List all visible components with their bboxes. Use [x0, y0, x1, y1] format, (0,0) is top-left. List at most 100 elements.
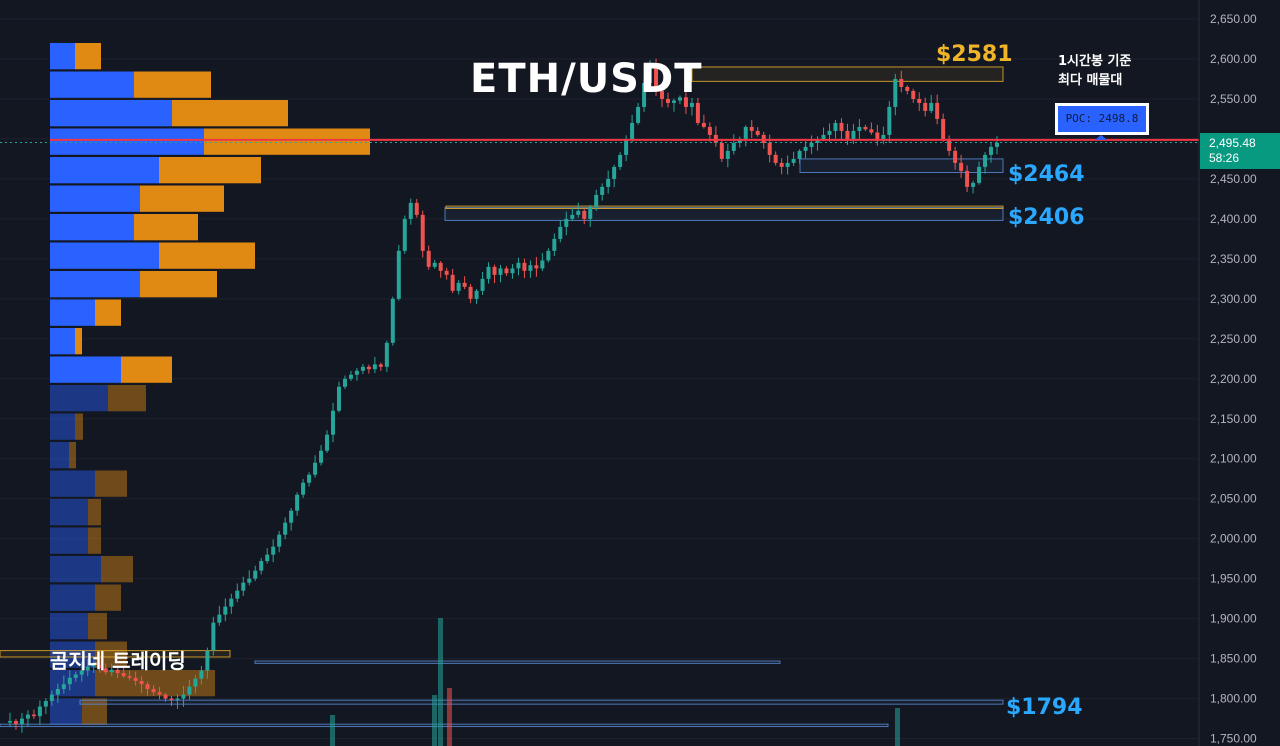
candle-body: [307, 474, 312, 483]
vp-sell-bar: [204, 128, 370, 155]
candle-body: [13, 720, 18, 725]
vp-buy-bar: [50, 128, 204, 155]
candle-body: [456, 282, 461, 291]
vp-buy-bar: [50, 698, 82, 725]
y-tick-label: 2,550.00: [1210, 92, 1257, 106]
candle-body: [755, 130, 760, 135]
candle-body: [947, 138, 952, 151]
vp-buy-bar: [50, 556, 101, 583]
candle-body: [905, 86, 910, 91]
zone-low-2: [0, 723, 889, 728]
candle-body: [49, 694, 54, 701]
candle-body: [528, 265, 533, 271]
note-line-1: 1시간봉 기준: [1058, 54, 1132, 69]
candle-body: [923, 102, 928, 111]
candle-body: [301, 482, 306, 495]
candle-body: [193, 678, 198, 687]
vp-sell-bar: [140, 271, 217, 298]
candle-body: [701, 122, 706, 127]
candle-body: [953, 150, 958, 163]
vp-sell-bar: [101, 556, 133, 583]
candle-body: [618, 154, 623, 167]
volume-bars: [330, 618, 900, 746]
candle-body: [576, 210, 581, 215]
y-tick-label: 2,350.00: [1210, 252, 1257, 266]
zone-support-1: [799, 158, 1004, 174]
candle-body: [941, 118, 946, 139]
candle-body: [348, 374, 353, 379]
grid-lines: [0, 18, 1198, 740]
vp-buy-bar: [50, 157, 159, 184]
candle-body: [707, 126, 712, 135]
candle-body: [259, 561, 264, 571]
candle-body: [510, 268, 515, 274]
candle-body: [241, 582, 246, 591]
vp-sell-bar: [88, 499, 101, 526]
vp-sell-bar: [134, 71, 211, 98]
candle-body: [336, 386, 341, 411]
candle-body: [857, 126, 862, 131]
candle-body: [115, 669, 120, 673]
candle-body: [384, 342, 389, 367]
zone-support-3: [79, 699, 1004, 705]
candle-body: [7, 720, 12, 723]
candle-body: [390, 298, 395, 343]
volume-bar: [447, 688, 452, 746]
vp-sell-bar: [159, 242, 255, 269]
candle-body: [534, 265, 539, 269]
vp-sell-bar: [88, 613, 107, 640]
candle-body: [827, 130, 832, 135]
candle-body: [354, 370, 359, 375]
vp-buy-bar: [50, 356, 121, 383]
vp-sell-bar: [82, 698, 107, 725]
candle-body: [295, 494, 300, 511]
vp-buy-bar: [50, 328, 75, 355]
candle-body: [438, 262, 443, 271]
candle-body: [325, 434, 330, 451]
candle-body: [31, 714, 36, 717]
candle-body: [342, 378, 347, 387]
candle-body: [504, 268, 509, 274]
candle-body: [582, 210, 587, 219]
price-axis[interactable]: 2,650.002,600.002,550.002,500.002,450.00…: [1198, 0, 1257, 746]
candle-body: [665, 98, 670, 103]
vp-sell-bar: [88, 527, 101, 554]
candle-body: [516, 262, 521, 269]
candle-body: [414, 202, 419, 215]
vp-buy-bar: [50, 442, 69, 469]
candle-body: [977, 166, 982, 183]
candle-body: [839, 122, 844, 131]
y-tick-label: 2,450.00: [1210, 172, 1257, 186]
zone-support-2-top: [445, 205, 1004, 209]
vp-sell-bar: [95, 584, 121, 611]
candle-body: [594, 194, 599, 207]
candle-body: [642, 82, 647, 107]
candle-body: [432, 262, 437, 267]
level-label-support-1: $2464: [1008, 162, 1085, 187]
vp-buy-bar: [50, 470, 95, 497]
vp-buy-bar: [50, 613, 88, 640]
candle-body: [683, 97, 688, 107]
y-tick-label: 1,850.00: [1210, 652, 1257, 666]
candle-body: [289, 510, 294, 523]
note-line-2: 최다 매물대: [1058, 73, 1123, 88]
vp-buy-bar: [50, 584, 95, 611]
y-tick-label: 2,200.00: [1210, 372, 1257, 386]
candle-body: [91, 664, 96, 667]
y-tick-label: 2,650.00: [1210, 12, 1257, 26]
candle-body: [648, 66, 653, 83]
y-tick-label: 2,250.00: [1210, 332, 1257, 346]
candle-body: [462, 282, 467, 287]
y-tick-label: 2,150.00: [1210, 412, 1257, 426]
y-tick-label: 1,950.00: [1210, 572, 1257, 586]
candle-body: [103, 668, 108, 673]
candle-body: [851, 130, 856, 139]
candle-body: [564, 218, 569, 227]
y-tick-label: 2,400.00: [1210, 212, 1257, 226]
candle-body: [845, 130, 850, 139]
candle-body: [695, 102, 700, 123]
vp-sell-bar: [121, 356, 172, 383]
candle-body: [570, 214, 575, 219]
volume-profile: [50, 43, 370, 725]
candle-body: [426, 250, 431, 267]
